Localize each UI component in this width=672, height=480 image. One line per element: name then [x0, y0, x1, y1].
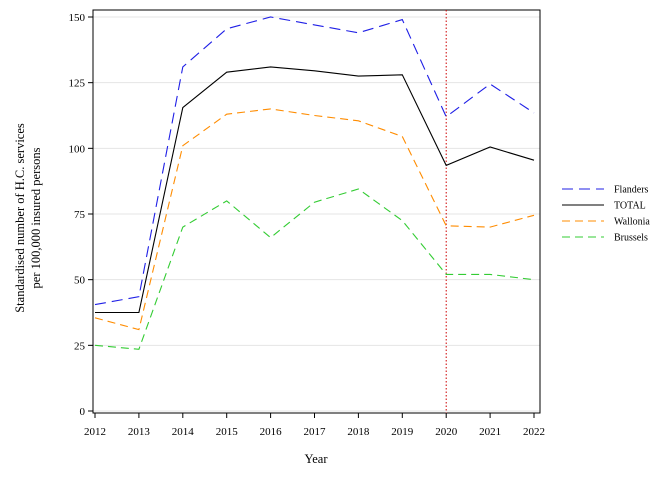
series-line-total: [95, 66, 535, 314]
legend-label-brussels: Brussels: [614, 233, 648, 244]
y-tick-label: 125: [69, 78, 86, 90]
x-tick-label: 2017: [304, 426, 327, 438]
legend-label-total: TOTAL: [614, 201, 646, 212]
series-group: [94, 16, 535, 350]
y-tick-label: 0: [80, 406, 86, 418]
x-tick-label: 2021: [479, 426, 501, 438]
x-axis: 2012 2013 2014 2015 2016 2017 2018 2019 2020 2021…: [84, 413, 545, 438]
series-line-wallonia: [94, 108, 535, 331]
plot-frame: [92, 9, 541, 414]
y-axis: 0 25 50 75 100 125 150: [69, 12, 93, 418]
y-axis-title-line-2: per 100,000 insured persons: [29, 147, 43, 288]
y-axis-title: Standardised number of H.C. services per…: [13, 123, 43, 313]
legend-label-flanders: Flanders: [614, 185, 649, 196]
x-tick-label: 2016: [260, 426, 283, 438]
x-axis-title: Year: [304, 452, 328, 466]
x-tick-label: 2013: [128, 426, 151, 438]
y-tick-label: 75: [74, 209, 86, 221]
x-tick-label: 2018: [347, 426, 370, 438]
x-tick-label: 2022: [523, 426, 545, 438]
y-tick-label: 50: [74, 275, 86, 287]
y-tick-label: 150: [69, 12, 86, 24]
legend: Flanders TOTAL Wallonia Brussels: [562, 185, 650, 244]
y-axis-title-line-1: Standardised number of H.C. services: [13, 123, 27, 313]
x-tick-label: 2014: [172, 426, 195, 438]
legend-label-wallonia: Wallonia: [614, 217, 650, 228]
y-tick-label: 100: [69, 143, 86, 155]
x-tick-label: 2012: [84, 426, 106, 438]
series-line-brussels: [94, 188, 535, 350]
y-tick-label: 25: [74, 340, 86, 352]
x-tick-label: 2020: [435, 426, 458, 438]
x-tick-label: 2015: [216, 426, 239, 438]
series-line-flanders: [94, 16, 535, 306]
x-tick-label: 2019: [391, 426, 414, 438]
